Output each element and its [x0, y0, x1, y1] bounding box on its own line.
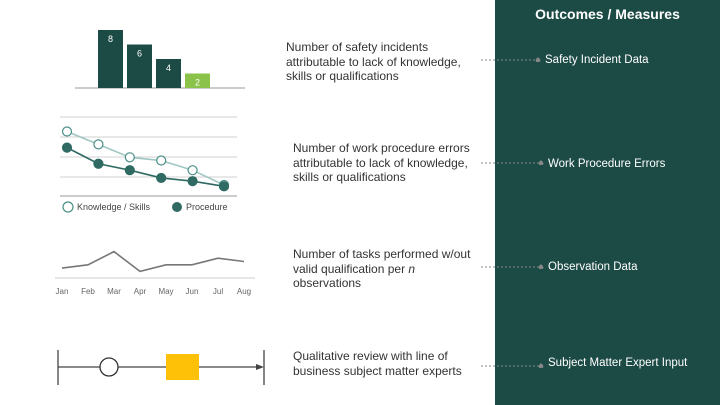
bar-2-label: 6: [137, 49, 142, 59]
measure-work-procedure-errors: Work Procedure Errors: [548, 158, 666, 170]
connector-4-dot: [538, 363, 544, 369]
x-tick-apr: Apr: [134, 287, 147, 296]
series-line-procedure: [66, 146, 225, 188]
bar-1-label: 8: [108, 34, 113, 44]
bar-chart: 8 6 4 2: [75, 30, 245, 89]
point-procedure: [156, 172, 167, 184]
point-knowledge-skills: [61, 126, 73, 137]
desc3-prefix: Number of tasks performed w/out valid qu…: [293, 247, 471, 276]
point-procedure: [218, 181, 230, 192]
x-tick-mar: Mar: [107, 287, 121, 296]
description-safety-incidents: Number of safety incidents attributable …: [286, 40, 461, 83]
timeline-square-milestone: [166, 354, 199, 380]
point-procedure: [93, 158, 104, 169]
x-tick-jun: Jun: [186, 287, 199, 296]
series-line-knowledge-skills: [66, 130, 225, 186]
description-tasks-without-qualification: Number of tasks performed w/out valid qu…: [293, 247, 483, 291]
x-tick-aug: Aug: [237, 287, 251, 296]
description-work-procedure-errors: Number of work procedure errors attribut…: [293, 141, 470, 184]
legend-label-knowledge-skills: Knowledge / Skills: [77, 202, 151, 212]
measure-subject-matter-expert-input: Subject Matter Expert Input: [548, 357, 688, 369]
legend-label-procedure: Procedure: [186, 202, 228, 212]
point-procedure: [187, 176, 198, 187]
legend-marker-knowledge-skills: [62, 201, 74, 213]
measure-observation-data: Observation Data: [548, 261, 638, 273]
point-procedure: [124, 165, 135, 176]
line-chart-observations: Jan Feb Mar Apr May Jun Jul Aug: [55, 250, 255, 296]
line-chart-legend: Knowledge / Skills Procedure: [62, 201, 228, 213]
bar-1: [98, 30, 123, 88]
description-sme-review: Qualitative review with line of business…: [293, 349, 462, 378]
bar-4-label: 2: [195, 78, 200, 88]
timeline-circle-milestone: [99, 357, 119, 377]
timeline-diagram: [57, 350, 265, 385]
point-procedure: [61, 142, 73, 153]
connector-1-dot: [535, 57, 541, 63]
observation-series-line: [61, 250, 245, 273]
x-tick-jan: Jan: [56, 287, 69, 296]
desc3-suffix: observations: [293, 276, 362, 290]
x-tick-feb: Feb: [81, 287, 95, 296]
point-knowledge-skills: [156, 155, 167, 166]
timeline-arrowhead: [256, 364, 264, 370]
legend-marker-procedure: [172, 202, 182, 212]
line-chart-procedure-errors: Knowledge / Skills Procedure: [60, 116, 237, 213]
connector-3-dot: [538, 264, 544, 270]
point-knowledge-skills: [124, 152, 135, 163]
point-knowledge-skills: [187, 165, 198, 176]
connector-2-dot: [538, 160, 544, 166]
desc3-italic: n: [408, 261, 416, 276]
x-tick-may: May: [158, 287, 173, 296]
panel-title: Outcomes / Measures: [535, 6, 680, 22]
bar-3-label: 4: [166, 63, 171, 73]
bar-2: [127, 44, 152, 88]
outcomes-panel: Outcomes / Measures Safety Incident Data…: [495, 0, 720, 405]
bar-4: [185, 73, 210, 88]
measure-safety-incident-data: Safety Incident Data: [545, 54, 649, 66]
point-knowledge-skills: [93, 139, 104, 150]
bar-3: [156, 59, 181, 88]
x-tick-jul: Jul: [213, 287, 223, 296]
